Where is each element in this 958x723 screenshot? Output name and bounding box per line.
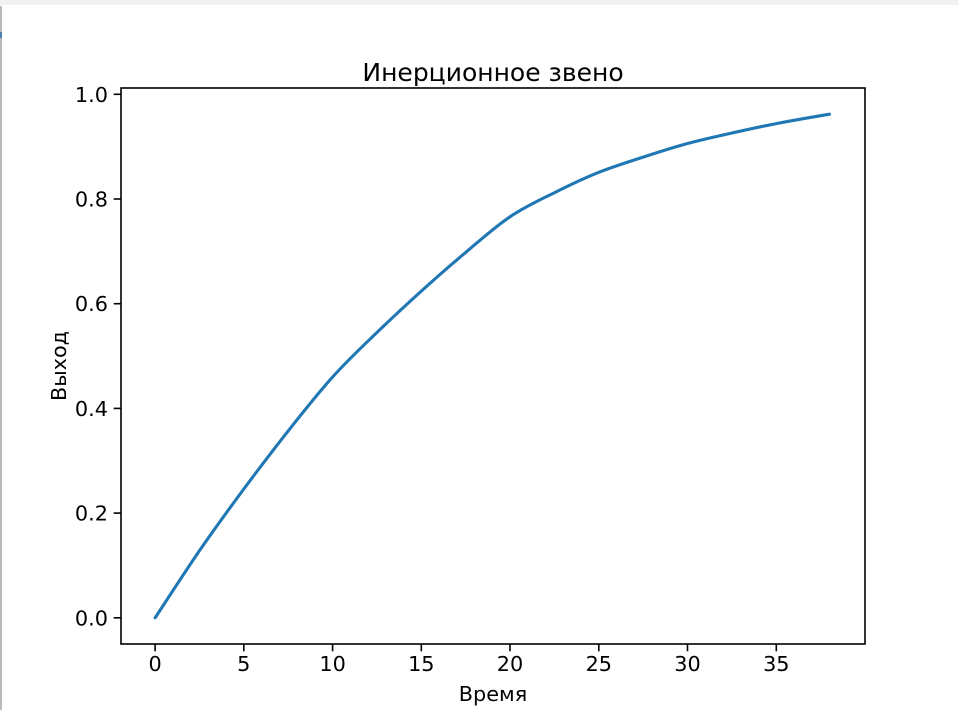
x-axis-label: Время [459, 682, 527, 706]
x-tick-label: 35 [763, 652, 789, 676]
x-axis-ticks: 0 5 10 15 20 25 30 35 [148, 644, 790, 676]
x-tick-label: 0 [148, 652, 161, 676]
y-tick-label: 1.0 [75, 83, 108, 107]
x-tick-label: 25 [586, 652, 612, 676]
chart-title: Инерционное звено [362, 58, 623, 87]
series-line [153, 112, 832, 620]
left-window-edge [0, 6, 2, 710]
plot-area: Инерционное звено 0 5 10 15 20 25 30 35 0.00.20… [47, 58, 866, 706]
plot-frame [120, 87, 866, 645]
y-axis-ticks: 0.0 0.2 0.4 0.6 0.8 1.0 [75, 83, 121, 630]
x-tick-label: 20 [497, 652, 523, 676]
x-tick-label: 5 [237, 652, 250, 676]
y-tick-label: 0.0 [75, 606, 108, 630]
x-tick-label: 15 [408, 652, 434, 676]
x-tick-label: 10 [319, 652, 345, 676]
y-tick-label: 0.6 [75, 292, 108, 316]
window-top-strip [0, 0, 958, 5]
y-axis-label: Выход [47, 331, 71, 401]
y-tick-label: 0.8 [75, 188, 108, 212]
x-tick-label: 30 [674, 652, 700, 676]
y-tick-label: 0.2 [75, 502, 108, 526]
y-tick-label: 0.4 [75, 397, 108, 421]
left-edge-accent-mark [0, 32, 2, 38]
